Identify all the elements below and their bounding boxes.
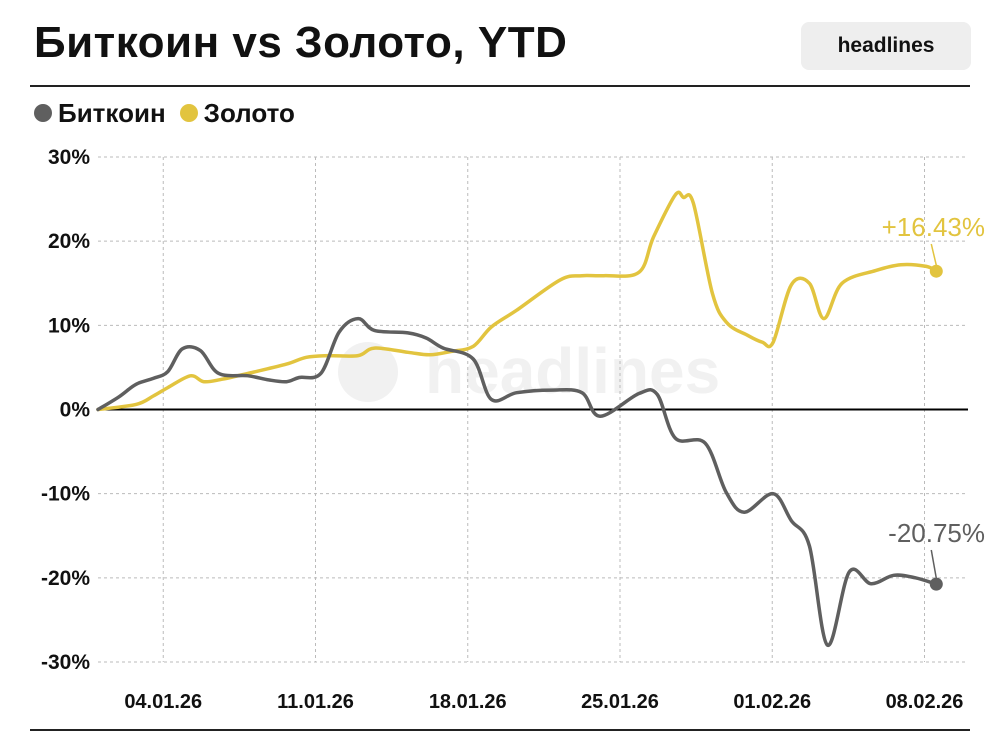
end-marker-bitcoin bbox=[929, 577, 943, 591]
y-tick-label: 30% bbox=[48, 146, 90, 169]
end-label-leader-bitcoin bbox=[930, 549, 938, 579]
legend-marker-gold bbox=[179, 104, 198, 122]
y-tick-label: 20% bbox=[48, 230, 90, 253]
x-tick-label: 11.01.26 bbox=[277, 691, 354, 713]
end-label-gold: +16.43% bbox=[882, 212, 985, 242]
y-tick-label: -20% bbox=[41, 567, 90, 590]
legend-item-gold: Золото bbox=[179, 97, 295, 129]
end-label-bitcoin: -20.75% bbox=[888, 518, 985, 548]
end-marker-gold bbox=[929, 264, 943, 278]
y-tick-label: 0% bbox=[60, 399, 91, 422]
chart-legend: Биткоин Золото bbox=[34, 96, 309, 130]
y-tick-label: -10% bbox=[41, 483, 90, 506]
watermark-text: headlines bbox=[425, 335, 720, 407]
x-tick-label: 04.01.26 bbox=[124, 691, 202, 713]
y-tick-label: -30% bbox=[41, 651, 90, 674]
bottom-divider bbox=[30, 729, 970, 731]
end-label-leader-gold bbox=[930, 243, 938, 266]
x-tick-label: 01.02.26 bbox=[733, 691, 811, 713]
legend-label-bitcoin: Биткоин bbox=[58, 97, 166, 128]
brand-badge: headlines bbox=[801, 22, 971, 70]
y-tick-label: 10% bbox=[48, 314, 90, 337]
x-tick-label: 25.01.26 bbox=[581, 691, 659, 713]
x-tick-label: 08.02.26 bbox=[886, 691, 964, 713]
x-tick-label: 18.01.26 bbox=[429, 691, 507, 713]
legend-label-gold: Золото bbox=[203, 97, 295, 128]
top-divider bbox=[30, 85, 970, 87]
chart-title: Биткоин vs Золото, YTD bbox=[34, 18, 568, 67]
series-line-bitcoin bbox=[96, 316, 939, 647]
legend-marker-bitcoin bbox=[34, 104, 52, 122]
legend-item-bitcoin: Биткоин bbox=[34, 98, 166, 129]
